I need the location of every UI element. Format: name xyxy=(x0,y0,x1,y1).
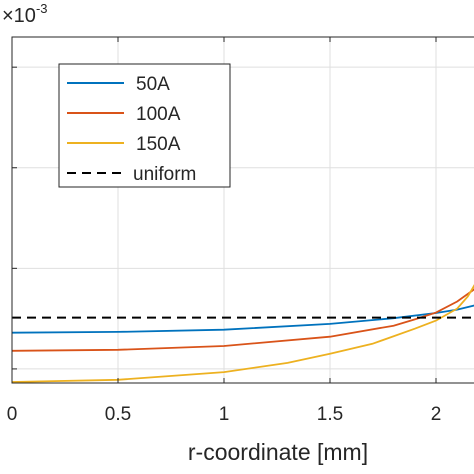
x-tick-label: 0 xyxy=(7,404,18,425)
legend-label-100A: 100A xyxy=(136,104,181,125)
x-tick-label: 1 xyxy=(219,404,230,425)
x-axis-label: r-coordinate [mm] xyxy=(188,439,368,465)
series-line-100A xyxy=(11,288,474,352)
legend-box xyxy=(58,63,231,188)
legend-label-uniform: uniform xyxy=(133,164,196,185)
x-tick-label: 0.5 xyxy=(105,404,131,425)
x-tick-label: 1.5 xyxy=(317,404,343,425)
plot-border xyxy=(11,36,474,384)
y-exponent-label: ×10-3 xyxy=(2,1,48,27)
legend-items: 50A 100A 150A uniform xyxy=(67,74,196,185)
x-tick-label: 2 xyxy=(431,404,442,425)
axis-ticks: 0 0.5 1 1.5 2 xyxy=(7,37,442,425)
legend-label-50A: 50A xyxy=(136,74,170,95)
series-line-150A xyxy=(11,284,474,383)
series-lines xyxy=(11,284,474,383)
legend: 50A 100A 150A uniform xyxy=(58,63,231,188)
legend-label-150A: 150A xyxy=(136,134,181,155)
